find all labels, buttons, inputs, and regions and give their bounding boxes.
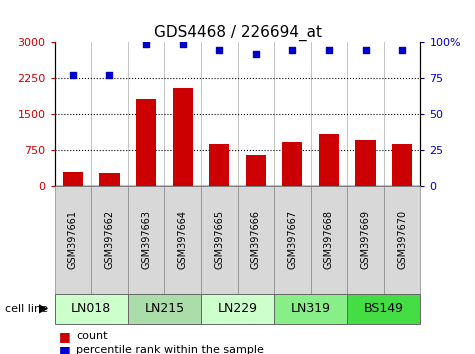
Point <box>289 47 296 52</box>
Text: GSM397662: GSM397662 <box>104 210 114 269</box>
Bar <box>63 172 83 186</box>
Text: cell line: cell line <box>5 304 48 314</box>
Text: count: count <box>76 331 107 341</box>
Bar <box>355 140 376 186</box>
Text: GSM397664: GSM397664 <box>178 210 188 269</box>
Text: GSM397663: GSM397663 <box>141 210 151 269</box>
Text: ▶: ▶ <box>39 302 48 315</box>
Title: GDS4468 / 226694_at: GDS4468 / 226694_at <box>153 25 322 41</box>
Point <box>105 73 113 78</box>
Text: GSM397669: GSM397669 <box>361 210 370 269</box>
Text: GSM397670: GSM397670 <box>397 210 407 269</box>
Point <box>179 41 186 47</box>
Point <box>69 73 77 78</box>
Point <box>216 47 223 52</box>
Text: LN319: LN319 <box>291 302 331 315</box>
Bar <box>209 144 229 186</box>
Bar <box>282 142 303 186</box>
Bar <box>172 88 193 186</box>
Text: ■: ■ <box>59 344 71 354</box>
Text: LN018: LN018 <box>71 302 111 315</box>
Text: percentile rank within the sample: percentile rank within the sample <box>76 346 264 354</box>
Bar <box>99 173 120 186</box>
Point <box>398 47 406 52</box>
Bar <box>319 134 339 186</box>
Text: GSM397666: GSM397666 <box>251 210 261 269</box>
Point <box>362 47 370 52</box>
Point <box>325 47 332 52</box>
Point <box>142 41 150 47</box>
Text: GSM397665: GSM397665 <box>214 210 224 269</box>
Text: BS149: BS149 <box>364 302 404 315</box>
Text: GSM397667: GSM397667 <box>287 210 297 269</box>
Text: ■: ■ <box>59 330 71 343</box>
Text: GSM397661: GSM397661 <box>68 210 78 269</box>
Point <box>252 51 259 57</box>
Text: LN215: LN215 <box>144 302 184 315</box>
Text: GSM397668: GSM397668 <box>324 210 334 269</box>
Bar <box>392 144 412 186</box>
Text: LN229: LN229 <box>218 302 257 315</box>
Bar <box>246 155 266 186</box>
Bar <box>136 99 156 186</box>
